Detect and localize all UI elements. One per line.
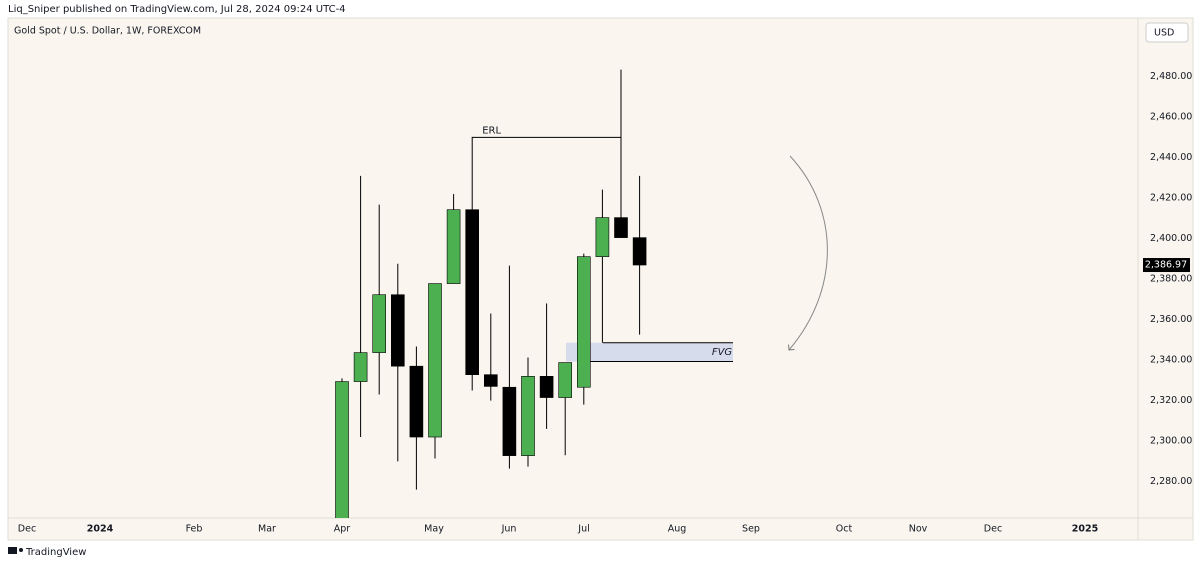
x-tick-label: Mar: [258, 524, 276, 535]
candle-body: [632, 237, 647, 266]
y-tick-label: 2,440.00: [1150, 152, 1192, 163]
last-price-box: [1143, 258, 1190, 273]
logo: [8, 547, 23, 554]
candle-body: [539, 375, 554, 398]
candle-body: [595, 217, 610, 257]
x-tick-label: Dec: [984, 524, 1002, 535]
fvg-zone: [566, 342, 733, 362]
currency-box[interactable]: [1145, 22, 1189, 43]
x-tick-label: 2024: [87, 524, 114, 535]
candle-body: [372, 294, 387, 353]
y-tick-label: 2,300.00: [1150, 436, 1192, 447]
candle-body: [390, 294, 405, 367]
candle-body: [576, 256, 591, 388]
y-tick-label: 2,360.00: [1150, 314, 1192, 325]
candle-body: [502, 386, 517, 456]
footer: TradingView: [25, 547, 86, 558]
chart-title: Gold Spot / U.S. Dollar, 1W, FOREXCOM: [14, 26, 201, 37]
arrow-curve: [789, 155, 828, 350]
y-tick-label: 2,480.00: [1150, 71, 1192, 82]
x-tick-label: Dec: [18, 524, 36, 535]
x-tick-label: Sep: [742, 524, 760, 535]
x-tick-label: Oct: [836, 524, 853, 535]
x-tick-label: Jun: [501, 524, 517, 535]
plot-area: [7, 17, 1194, 541]
fvg-label: FVG: [712, 347, 733, 358]
candle-body: [446, 209, 461, 284]
erl-label: ERL: [482, 125, 501, 136]
y-tick-label: 2,340.00: [1150, 355, 1192, 366]
x-tick-label: Feb: [186, 524, 203, 535]
x-tick-label: 2025: [1072, 524, 1098, 535]
y-tick-label: 2,320.00: [1150, 395, 1192, 406]
y-tick-label: 2,400.00: [1150, 233, 1192, 244]
candle-body: [353, 352, 368, 382]
x-tick-label: Aug: [668, 524, 687, 535]
candle-body: [483, 374, 498, 387]
x-tick-label: Jul: [577, 524, 589, 535]
currency[interactable]: USD: [1154, 28, 1174, 39]
x-tick-label: May: [424, 524, 444, 535]
candle-body: [558, 362, 573, 398]
candle-body: [614, 217, 628, 238]
header: Liq_Sniper published on TradingView.com,…: [8, 4, 346, 15]
y-tick-label: 2,460.00: [1150, 112, 1192, 123]
candle-body: [521, 375, 535, 456]
x-tick-label: Nov: [909, 524, 928, 535]
erl-line: [471, 136, 621, 210]
y-tick-label: 2,420.00: [1150, 193, 1192, 204]
candle-body: [428, 283, 442, 438]
candle-body: [465, 209, 480, 375]
candle-body: [409, 365, 424, 438]
y-tick-label: 2,280.00: [1150, 476, 1192, 487]
x-tick-label: Apr: [334, 524, 351, 535]
candle-body: [335, 381, 349, 518]
y-tick-label: 2,380.00: [1150, 274, 1192, 285]
last-price-label: 2,386.97: [1145, 260, 1187, 271]
